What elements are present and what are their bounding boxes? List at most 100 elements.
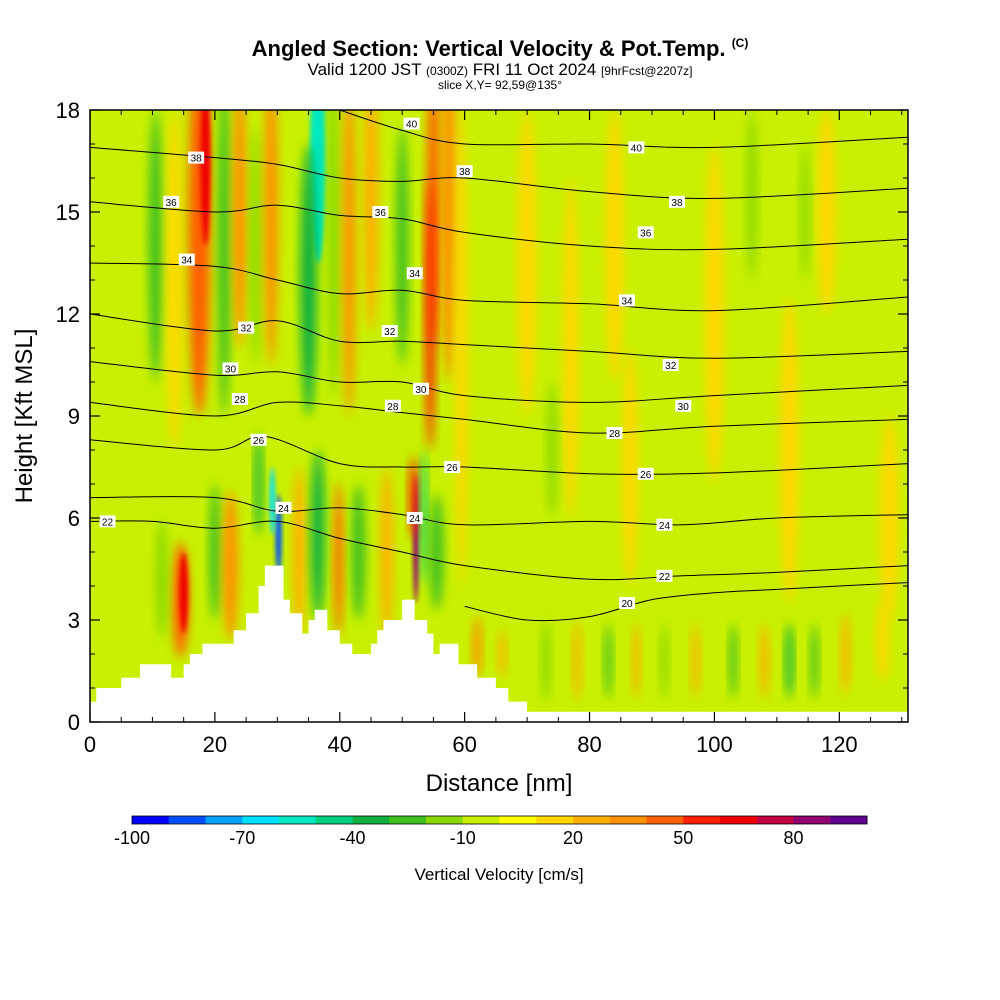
- contour-label-bg: [250, 433, 267, 446]
- colorbar-tick-label: -70: [229, 828, 255, 848]
- velocity-feature-19: [179, 552, 189, 634]
- contour-label-3: 24: [275, 501, 292, 515]
- contour-label-27: 40: [403, 117, 420, 131]
- contour-label-text: 26: [640, 470, 652, 481]
- theta-contour-22: [90, 520, 908, 581]
- velocity-feature-40: [632, 623, 641, 699]
- contour-label-24: 38: [188, 151, 205, 165]
- x-tick-label: 80: [577, 732, 601, 757]
- velocity-feature-0: [148, 110, 163, 382]
- contour-label-13: 30: [412, 382, 429, 396]
- y-tick-label: 3: [68, 608, 80, 633]
- velocity-feature-30: [380, 467, 393, 637]
- contour-label-bg: [384, 399, 401, 412]
- contour-label-bg: [637, 467, 654, 480]
- y-tick-label: 12: [56, 302, 80, 327]
- velocity-feature-42: [691, 623, 700, 699]
- contour-label-text: 32: [665, 361, 677, 372]
- colorbar-swatch-7: [389, 816, 427, 824]
- x-axis-label: Distance [nm]: [426, 770, 573, 797]
- colorbar-ticks: -100 -70 -40 -10 20 50 80: [114, 828, 804, 848]
- contour-label-bg: [656, 518, 673, 531]
- x-tick-label: 40: [328, 732, 352, 757]
- velocity-feature-20: [209, 484, 221, 620]
- contour-label-7: 26: [444, 461, 461, 474]
- contour-label-bg: [222, 362, 239, 375]
- contour-label-bg: [231, 393, 248, 405]
- y-tick-label: 9: [68, 404, 80, 429]
- contour-label-15: 32: [238, 321, 255, 335]
- velocity-feature-53: [705, 144, 724, 484]
- x-tick-label: 60: [452, 732, 476, 757]
- contour-label-text: 28: [387, 402, 399, 413]
- contour-label-2: 22: [656, 569, 673, 583]
- theta-contour-24: [90, 496, 908, 526]
- velocity-feature-6: [250, 127, 261, 365]
- colorbar-swatch-5: [315, 816, 353, 824]
- contour-label-19: 34: [406, 267, 423, 280]
- contour-label-text: 36: [640, 228, 652, 239]
- contour-label-11: 28: [606, 427, 623, 440]
- contour-label-text: 24: [278, 504, 290, 515]
- contour-label-26: 38: [668, 195, 685, 209]
- velocity-feature-41: [660, 623, 669, 699]
- valid-utc: (0300Z): [425, 64, 468, 78]
- velocity-feature-35: [472, 616, 482, 678]
- contour-label-text: 40: [631, 143, 643, 154]
- valid-prefix: Valid 1200 JST: [307, 60, 422, 79]
- velocity-feature-25: [269, 467, 276, 535]
- contour-label-4: 24: [406, 512, 423, 525]
- velocity-feature-27: [311, 450, 325, 620]
- colorbar-swatch-14: [646, 816, 684, 824]
- colorbar-tick-label: 20: [563, 828, 583, 848]
- velocity-feature-48: [876, 599, 890, 682]
- contour-label-bg: [628, 141, 645, 154]
- contour-label-bg: [668, 195, 685, 208]
- contour-labels: 20 22 22 24 24 24 26 26 26 28 28 28 30 30 30 32 32 32 34 34…: [99, 117, 692, 610]
- colorbar-swatch-1: [168, 816, 206, 824]
- contour-label-bg: [619, 597, 636, 609]
- contour-label-text: 22: [659, 572, 671, 583]
- theta-contour-32: [90, 313, 908, 359]
- contour-label-10: 28: [384, 399, 401, 413]
- terrain-profile: [90, 565, 908, 722]
- contour-label-text: 26: [253, 436, 265, 447]
- contour-label-bg: [238, 321, 255, 334]
- contour-label-bg: [606, 427, 623, 439]
- theta-contour-28: [90, 401, 908, 434]
- velocity-feature-51: [605, 110, 624, 382]
- valid-date: FRI 11 Oct 2024: [472, 60, 597, 79]
- theta-contour-20: [464, 582, 908, 622]
- theta-contour-36: [90, 201, 908, 251]
- contour-label-20: 34: [619, 294, 636, 307]
- contour-label-text: 30: [678, 402, 690, 413]
- velocity-features: [148, 110, 899, 702]
- colorbar-swatch-16: [720, 816, 758, 824]
- chart-title-text: Angled Section: Vertical Velocity & Pot.…: [251, 36, 726, 61]
- contour-label-bg: [188, 151, 205, 164]
- theta-contour-38: [90, 146, 908, 199]
- velocity-feature-17: [425, 178, 436, 450]
- contour-label-23: 36: [637, 226, 654, 239]
- velocity-feature-7: [264, 110, 278, 365]
- colorbar-label: Vertical Velocity [cm/s]: [414, 865, 583, 884]
- colorbar-swatch-4: [279, 816, 317, 824]
- velocity-feature-47: [841, 613, 850, 695]
- velocity-feature-11: [342, 110, 356, 416]
- contour-label-bg: [675, 399, 692, 412]
- colorbar-tick-label: -10: [450, 828, 476, 848]
- velocity-feature-15: [395, 127, 409, 365]
- contour-label-text: 24: [659, 521, 671, 532]
- contour-label-text: 34: [409, 269, 421, 280]
- contour-label-text: 36: [166, 198, 178, 209]
- colorbar-swatch-9: [462, 816, 500, 824]
- velocity-feature-58: [800, 144, 810, 280]
- colorbar-tick-label: 50: [673, 828, 693, 848]
- velocity-feature-24: [275, 494, 282, 576]
- velocity-feature-43: [729, 623, 737, 699]
- velocity-feature-29: [351, 484, 366, 620]
- valid-line: Valid 1200 JST (0300Z) FRI 11 Oct 2024 […: [0, 60, 1000, 80]
- colorbar-swatch-18: [793, 816, 831, 824]
- velocity-feature-36: [498, 630, 506, 678]
